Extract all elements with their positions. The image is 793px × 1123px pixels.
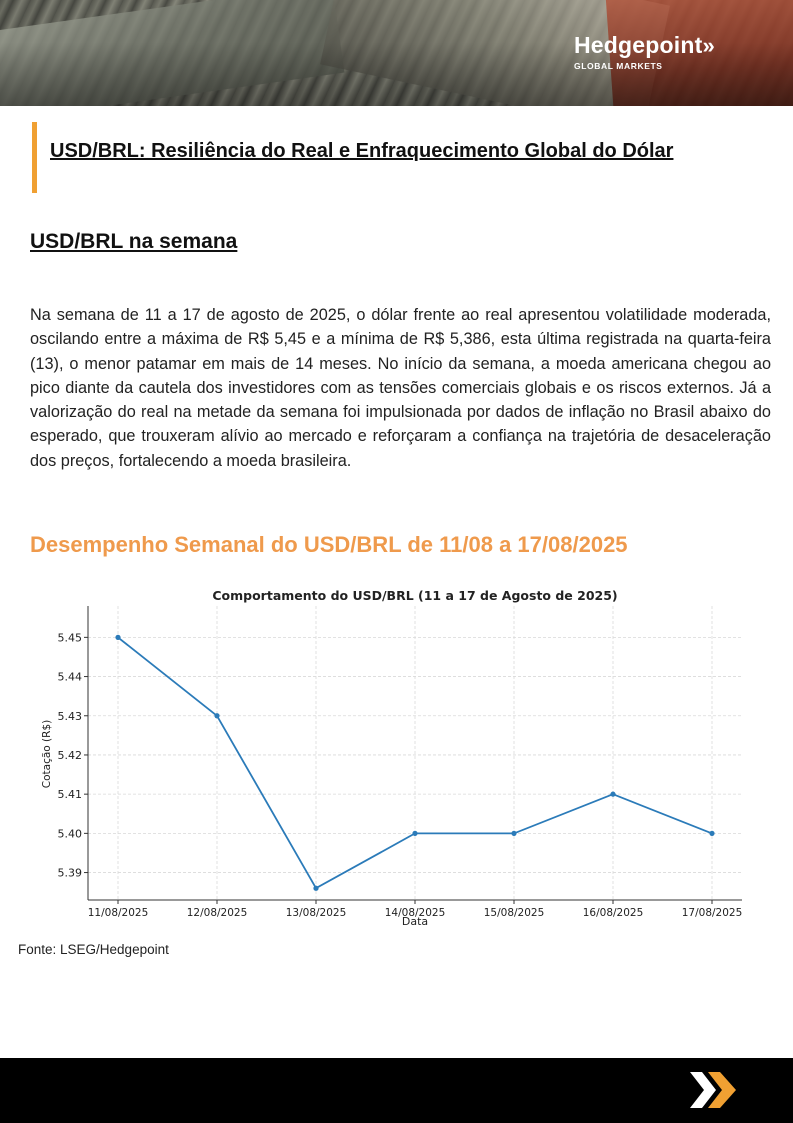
logo-subtitle: GLOBAL MARKETS (574, 61, 663, 71)
data-point (115, 634, 121, 640)
hedgepoint-logo: Hedgepoint» GLOBAL MARKETS (574, 32, 715, 71)
chart-svg: Comportamento do USD/BRL (11 a 17 de Ago… (41, 588, 743, 928)
x-tick-label: 17/08/2025 (682, 907, 743, 919)
logo-chevron-icon: » (702, 33, 715, 58)
data-point (412, 830, 418, 836)
data-point (511, 830, 517, 836)
chart-heading: Desempenho Semanal do USD/BRL de 11/08 a… (30, 532, 628, 557)
data-point (214, 713, 220, 719)
x-tick-label: 13/08/2025 (286, 907, 347, 919)
x-tick-label: 14/08/2025 (385, 907, 446, 919)
y-tick-label: 5.39 (58, 867, 83, 880)
x-axis-label: Data (402, 915, 428, 928)
line-chart: Comportamento do USD/BRL (11 a 17 de Ago… (0, 580, 793, 940)
y-tick-label: 5.42 (58, 749, 83, 762)
data-point (313, 885, 319, 891)
document-title: USD/BRL: Resiliência do Real e Enfraquec… (50, 140, 674, 162)
y-tick-label: 5.45 (58, 631, 83, 644)
chart-title: Comportamento do USD/BRL (11 a 17 de Ago… (212, 588, 617, 603)
title-accent-bar (32, 122, 37, 193)
y-tick-label: 5.44 (58, 671, 83, 684)
chart-grid (88, 606, 742, 900)
x-tick-label: 15/08/2025 (484, 907, 545, 919)
x-tick-label: 16/08/2025 (583, 907, 644, 919)
footer-bar (0, 1058, 793, 1123)
data-point (610, 791, 616, 797)
section-heading: USD/BRL na semana (30, 230, 238, 253)
series-points (115, 634, 715, 891)
x-tick-label: 12/08/2025 (187, 907, 248, 919)
y-tick-label: 5.41 (58, 788, 83, 801)
header-banner: Hedgepoint» GLOBAL MARKETS (0, 0, 793, 106)
data-point (709, 830, 715, 836)
body-paragraph: Na semana de 11 a 17 de agosto de 2025, … (30, 306, 771, 470)
banner-shade (0, 0, 793, 106)
y-tick-label: 5.43 (58, 710, 83, 723)
y-tick-label: 5.40 (58, 827, 83, 840)
source-note: Fonte: LSEG/Hedgepoint (18, 942, 169, 957)
logo-name: Hedgepoint (574, 32, 703, 58)
chart-ticks: 5.39 5.40 5.41 5.42 5.43 5.44 5.45 11/08/2025 12… (58, 631, 743, 919)
x-tick-label: 11/08/2025 (88, 907, 149, 919)
y-axis-label: Cotação (R$) (41, 720, 53, 788)
chevron-logo-icon (690, 1072, 736, 1108)
